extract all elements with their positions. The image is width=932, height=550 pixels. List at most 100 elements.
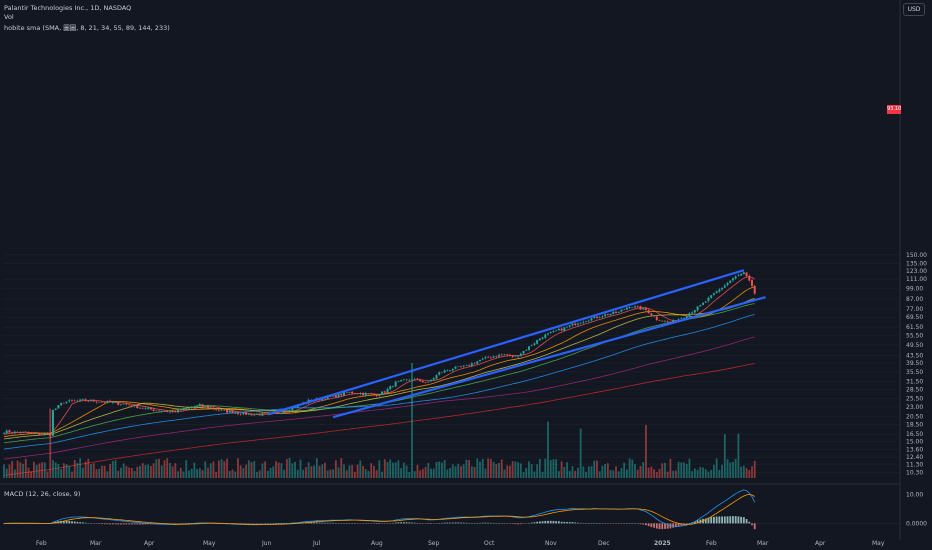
candle-body (576, 323, 579, 325)
volume-bar (441, 462, 443, 478)
candle (285, 409, 288, 413)
candle-body (644, 308, 647, 310)
price-tick-label: 13.60 (906, 447, 923, 454)
macd-pane (3, 489, 900, 530)
volume-bar (11, 461, 14, 478)
candle-body (160, 411, 163, 412)
volume-bar (234, 471, 237, 478)
candle (190, 405, 193, 409)
candle (149, 407, 152, 410)
volume-bar (362, 465, 364, 478)
candle-body (389, 386, 392, 390)
candle-body (484, 357, 487, 359)
candle-body (57, 405, 60, 409)
candle (511, 354, 514, 359)
price-tick-label: 39.50 (906, 360, 923, 367)
candle (742, 271, 745, 275)
volume-bar (272, 466, 275, 478)
candle-body (574, 323, 577, 325)
volume-bar (261, 463, 264, 478)
candle (111, 400, 114, 405)
time-tick-label: 2025 (654, 540, 671, 547)
macd-histogram-bar (394, 522, 397, 524)
volume-bar (593, 460, 596, 478)
volume-bar (313, 465, 315, 478)
volume-bar (408, 471, 411, 478)
macd-histogram-bar (549, 520, 552, 524)
volume-bar (454, 466, 457, 478)
macd-histogram-bar (737, 516, 740, 524)
candle-body (364, 393, 367, 396)
volume-bar (713, 464, 715, 478)
candle (79, 398, 82, 402)
candle-body (283, 411, 286, 414)
candle-body (8, 430, 11, 433)
volume-bar (321, 464, 324, 478)
candle-body (255, 414, 258, 415)
candle (90, 399, 93, 403)
candle (198, 402, 201, 407)
volume-bar (128, 467, 131, 478)
candle-body (351, 391, 354, 394)
candle-body (536, 340, 539, 344)
macd-histogram-bar (533, 522, 536, 524)
volume-bar (549, 459, 552, 478)
volume-bar (318, 465, 321, 478)
macd-histogram-bar (446, 522, 449, 524)
price-tick-label: 123.00 (906, 268, 927, 275)
volume-bar (525, 467, 528, 478)
macd-histogram-bar (402, 522, 405, 524)
candle (119, 404, 122, 406)
candle (402, 378, 405, 381)
candle (19, 431, 22, 434)
candle-body (62, 402, 65, 404)
candle (168, 411, 171, 414)
ma-21-line (3, 286, 755, 438)
volume-bar (538, 459, 541, 478)
volume-bar (612, 470, 615, 478)
candle-body (430, 380, 433, 382)
volume-bar (264, 461, 267, 478)
candle-body (473, 363, 476, 365)
volume-bar (707, 471, 710, 478)
volume-bar (373, 465, 375, 478)
volume-bar (269, 467, 272, 478)
macd-histogram-bar (79, 522, 82, 524)
candle (364, 391, 367, 397)
macd-histogram-bar (658, 523, 661, 530)
candle (87, 400, 90, 403)
candle (340, 393, 343, 397)
candle-body (549, 332, 552, 334)
candle (76, 399, 79, 402)
candle-body (30, 432, 33, 434)
candle (405, 378, 408, 382)
candle-body (247, 414, 250, 415)
candle (109, 399, 112, 403)
candle-body (612, 311, 615, 315)
candle (527, 346, 530, 352)
volume-bar (402, 462, 405, 478)
currency-button[interactable]: USD (903, 3, 925, 16)
candle (419, 378, 422, 382)
candle (372, 393, 375, 396)
candle (661, 320, 664, 322)
volume-bar (647, 467, 650, 478)
price-tick-label: 49.50 (906, 342, 923, 349)
candle-body (11, 432, 14, 433)
volume-bar (386, 461, 389, 478)
volume-bar (547, 421, 549, 478)
candle-body (117, 402, 120, 405)
volume-bar (617, 471, 620, 478)
candle-body (547, 333, 549, 335)
volume-bar (217, 460, 220, 478)
volume-bar (171, 466, 174, 478)
volume-bar (476, 458, 479, 478)
volume-bar (337, 467, 340, 478)
volume-bar (179, 467, 182, 478)
candle (231, 410, 234, 414)
candle-body (190, 407, 193, 408)
volume-bar (310, 466, 313, 478)
candle-body (397, 381, 400, 382)
volume-bar (639, 466, 642, 478)
